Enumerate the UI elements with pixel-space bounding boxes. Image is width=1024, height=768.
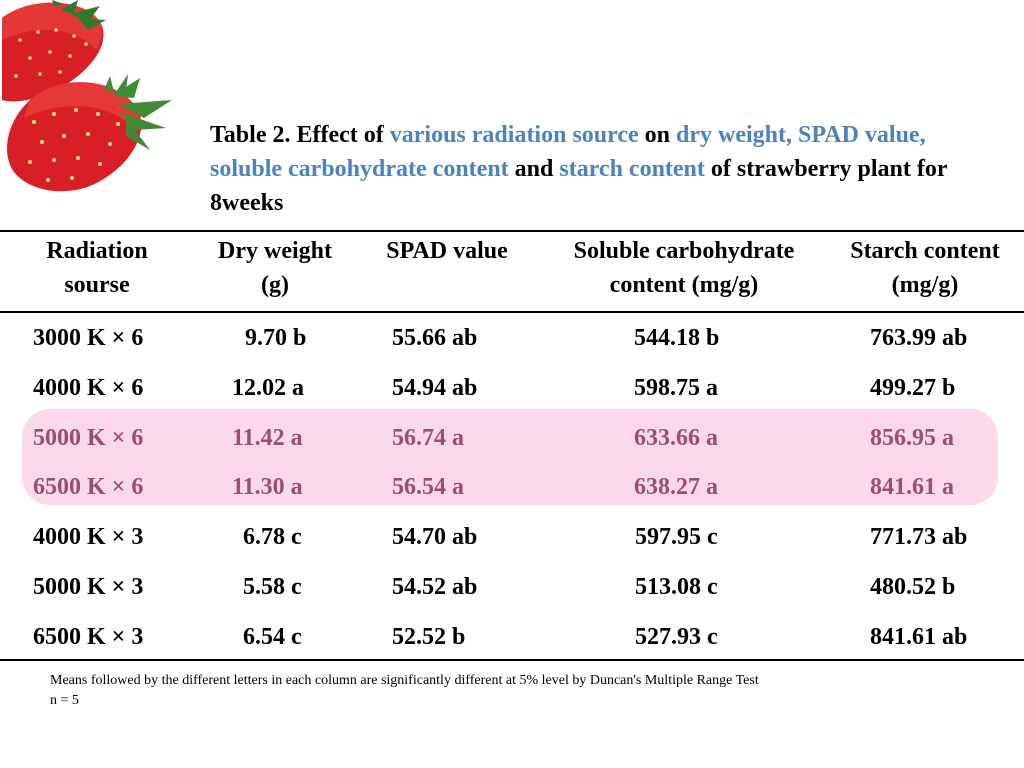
highlighted-rows-band	[22, 409, 998, 505]
cell-starch-content: 841.61 a	[870, 474, 954, 500]
cell-soluble-carbohydrate: 513.08 c	[635, 574, 718, 600]
cell-dry-weight: 9.70 b	[245, 325, 307, 351]
cell-radiation-source: 4000 K × 3	[33, 524, 144, 550]
header-starch-content: Starch content (mg/g)	[850, 238, 1000, 298]
footnote-sample-size: n = 5	[50, 693, 79, 708]
cell-spad-value: 56.54 a	[392, 474, 464, 500]
title-text: of strawberry plant for 8weeks	[210, 156, 948, 216]
table-top-rule	[0, 230, 1024, 232]
cell-starch-content: 856.95 a	[870, 425, 954, 451]
title-highlight-starch: starch content	[559, 156, 705, 182]
cell-dry-weight: 6.78 c	[243, 524, 302, 550]
table-header-rule	[0, 311, 1024, 313]
title-text: Table 2. Effect of	[210, 122, 390, 148]
header-soluble-carbohydrate: Soluble carbohydrate content (mg/g)	[573, 238, 795, 298]
cell-spad-value: 55.66 ab	[392, 325, 478, 351]
cell-radiation-source: 5000 K × 6	[33, 425, 144, 451]
cell-starch-content: 499.27 b	[870, 375, 956, 401]
cell-spad-value: 54.70 ab	[392, 524, 478, 550]
cell-radiation-source: 3000 K × 6	[33, 325, 144, 351]
title-highlight-radiation: various radiation source	[389, 122, 639, 148]
title-highlight-measures: dry weight, SPAD value, soluble carbohyd…	[210, 122, 926, 182]
cell-starch-content: 763.99 ab	[870, 325, 968, 351]
strawberry-icon	[2, 0, 172, 192]
cell-soluble-carbohydrate: 638.27 a	[634, 474, 718, 500]
cell-spad-value: 54.94 ab	[392, 375, 478, 401]
cell-radiation-source: 6500 K × 3	[33, 624, 144, 650]
table-bottom-rule	[0, 659, 1024, 661]
table-title: Table 2. Effect of various radiation sou…	[210, 118, 1000, 220]
header-radiation-source: Radiation sourse	[46, 238, 148, 298]
title-text: and	[508, 156, 560, 182]
cell-radiation-source: 6500 K × 6	[33, 474, 144, 500]
cell-soluble-carbohydrate: 633.66 a	[634, 425, 718, 451]
header-spad-value: SPAD value	[386, 238, 508, 264]
cell-soluble-carbohydrate: 598.75 a	[634, 375, 718, 401]
cell-radiation-source: 5000 K × 3	[33, 574, 144, 600]
cell-starch-content: 841.61 ab	[870, 624, 968, 650]
cell-soluble-carbohydrate: 527.93 c	[635, 624, 718, 650]
cell-starch-content: 771.73 ab	[870, 524, 968, 550]
cell-radiation-source: 4000 K × 6	[33, 375, 144, 401]
header-dry-weight: Dry weight (g)	[218, 238, 332, 298]
cell-soluble-carbohydrate: 544.18 b	[634, 325, 720, 351]
cell-soluble-carbohydrate: 597.95 c	[635, 524, 718, 550]
cell-spad-value: 56.74 a	[392, 425, 464, 451]
cell-dry-weight: 12.02 a	[232, 375, 304, 401]
cell-dry-weight: 11.42 a	[232, 425, 303, 451]
cell-spad-value: 54.52 ab	[392, 574, 478, 600]
cell-dry-weight: 5.58 c	[243, 574, 302, 600]
cell-starch-content: 480.52 b	[870, 574, 956, 600]
cell-spad-value: 52.52 b	[392, 624, 466, 650]
cell-dry-weight: 6.54 c	[243, 624, 302, 650]
title-text: on	[638, 122, 677, 148]
footnote-duncan-test: Means followed by the different letters …	[50, 673, 759, 688]
cell-dry-weight: 11.30 a	[232, 474, 303, 500]
